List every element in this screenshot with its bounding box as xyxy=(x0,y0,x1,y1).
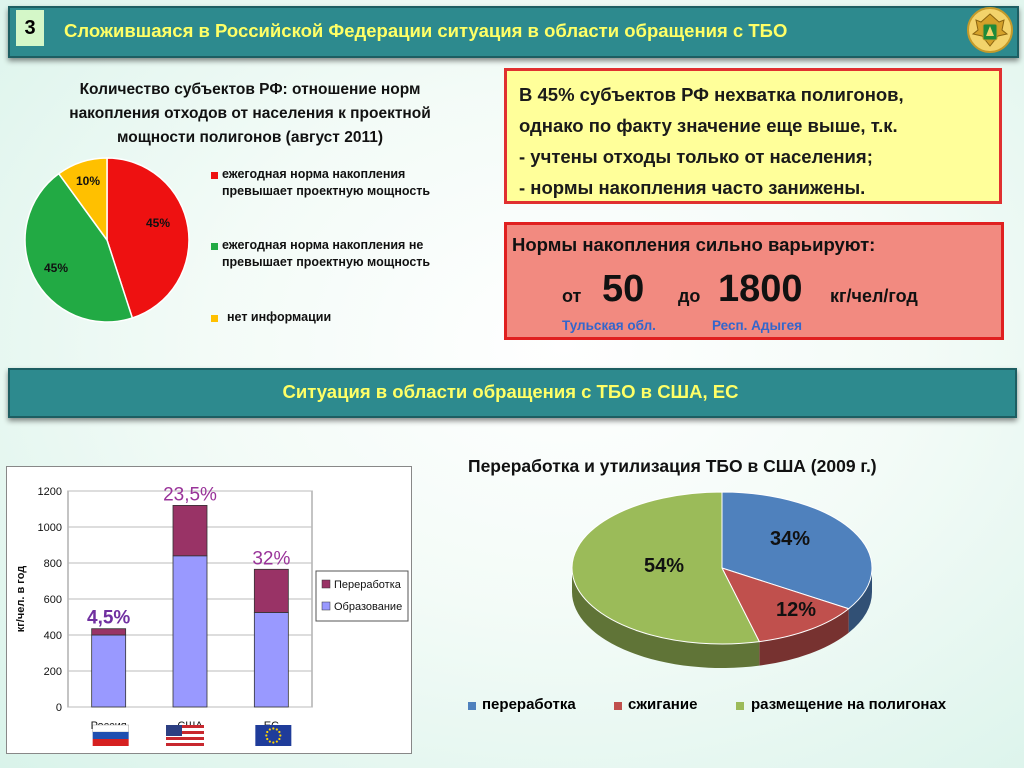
y-tick-label: 1200 xyxy=(38,486,62,498)
bar-top-label: 23,5% xyxy=(163,484,217,505)
pie-data-label: 12% xyxy=(776,599,816,621)
bar-segment xyxy=(172,505,208,557)
russia-pie-title-line: мощности полигонов (август 2011) xyxy=(117,129,383,146)
info-box-norms xyxy=(504,222,1004,340)
slide-number: 3 xyxy=(16,10,44,46)
bar-segment xyxy=(172,555,208,708)
legend-label: Переработка xyxy=(334,579,402,591)
bar-top-label: 4,5% xyxy=(87,608,130,629)
bar-segment xyxy=(253,568,289,613)
info-box-shortage: В 45% субъектов РФ нехватка полигонов, о… xyxy=(504,68,1002,204)
legend-swatch-incineration xyxy=(614,702,622,710)
norms-region-low: Тульская обл. xyxy=(562,318,656,333)
y-tick-label: 800 xyxy=(44,558,62,570)
legend-swatch xyxy=(321,579,331,589)
russia-pie-title-line: накопления отходов от населения к проект… xyxy=(69,105,431,122)
info-line: В 45% субъектов РФ нехватка полигонов, xyxy=(519,84,904,105)
bar-top-label: 32% xyxy=(252,548,290,569)
legend-label-recycling: переработка xyxy=(482,696,576,713)
pie-slice xyxy=(571,491,761,645)
legend-text: превышает проектную мощность xyxy=(222,255,431,269)
bar-segment xyxy=(91,634,127,708)
norms-from-label: от xyxy=(562,286,582,306)
legend-swatch-landfill xyxy=(736,702,744,710)
pie-slice xyxy=(24,172,134,323)
norms-unit: кг/чел/год xyxy=(830,286,918,306)
y-tick-label: 200 xyxy=(44,666,62,678)
usa-flag-icon xyxy=(166,725,204,746)
pie-data-label: 10% xyxy=(76,174,100,188)
norms-title: Нормы накопления сильно варьируют: xyxy=(512,234,876,255)
russia-pie-title: Количество субъектов РФ: отношение норм … xyxy=(40,78,460,150)
legend-label-landfill: размещение на полигонах xyxy=(751,696,947,713)
norms-region-high: Респ. Адыгея xyxy=(712,318,803,333)
legend-label: Образование xyxy=(334,601,402,613)
eu-flag-icon xyxy=(255,725,292,746)
pie-data-label: 45% xyxy=(146,216,170,230)
pie-slice xyxy=(57,157,108,243)
info-line: - учтены отходы только от населения; xyxy=(519,146,873,167)
norms-min-value: 50 xyxy=(602,268,645,310)
pie-side xyxy=(848,568,872,633)
legend-item-exceeds: ежегодная норма накопления превышает про… xyxy=(222,166,430,200)
russia-pie-chart: 45% 45% 10% xyxy=(24,157,190,323)
y-axis-label: кг/чел. в год xyxy=(15,566,27,633)
y-tick-label: 1000 xyxy=(38,522,62,534)
us-pie-chart: 34% 12% 54% xyxy=(571,491,873,668)
russia-pie-title-line: Количество субъектов РФ: отношение норм xyxy=(79,81,421,98)
legend-label-incineration: сжигание xyxy=(628,696,698,713)
legend-item-not-exceeds: ежегодная норма накопления не превышает … xyxy=(222,237,430,271)
legend-swatch-exceeds xyxy=(211,172,218,179)
norms-max-value: 1800 xyxy=(718,268,803,310)
pie-data-label: 45% xyxy=(44,261,68,275)
emblem-icon xyxy=(967,7,1013,53)
info-line: - нормы накопления часто занижены. xyxy=(519,177,866,198)
russia-flag-icon xyxy=(92,724,129,746)
us-pie-title: Переработка и утилизация ТБО в США (2009… xyxy=(468,456,877,476)
legend-item-no-info: нет информации xyxy=(227,310,332,324)
pie-data-label: 34% xyxy=(770,528,810,550)
legend-swatch-not-exceeds xyxy=(211,243,218,250)
pie-data-label: 54% xyxy=(644,555,684,577)
slide-header xyxy=(8,6,1019,58)
norms-to-label: до xyxy=(678,286,701,306)
legend-swatch-recycling xyxy=(468,702,476,710)
pie-slice xyxy=(106,157,190,319)
section-header xyxy=(8,368,1017,418)
legend-text: ежегодная норма накопления не xyxy=(222,238,424,252)
legend-swatch xyxy=(321,601,331,611)
bar-legend: Переработка Образование xyxy=(315,570,409,622)
legend-swatch-no-info xyxy=(211,315,218,322)
slide-title: Сложившаяся в Российской Федерации ситуа… xyxy=(64,20,788,41)
legend-text: ежегодная норма накопления xyxy=(222,167,406,181)
legend-text: превышает проектную мощность xyxy=(222,184,431,198)
y-tick-label: 400 xyxy=(44,630,62,642)
y-tick-label: 0 xyxy=(56,702,62,714)
section-title: Ситуация в области обращения с ТБО в США… xyxy=(282,381,739,402)
pie-slice xyxy=(721,567,850,643)
y-tick-label: 600 xyxy=(44,594,62,606)
bar-segment xyxy=(91,628,127,636)
info-line: однако по факту значение еще выше, т.к. xyxy=(519,115,898,136)
bar-segment xyxy=(253,612,289,708)
pie-side xyxy=(572,568,760,668)
